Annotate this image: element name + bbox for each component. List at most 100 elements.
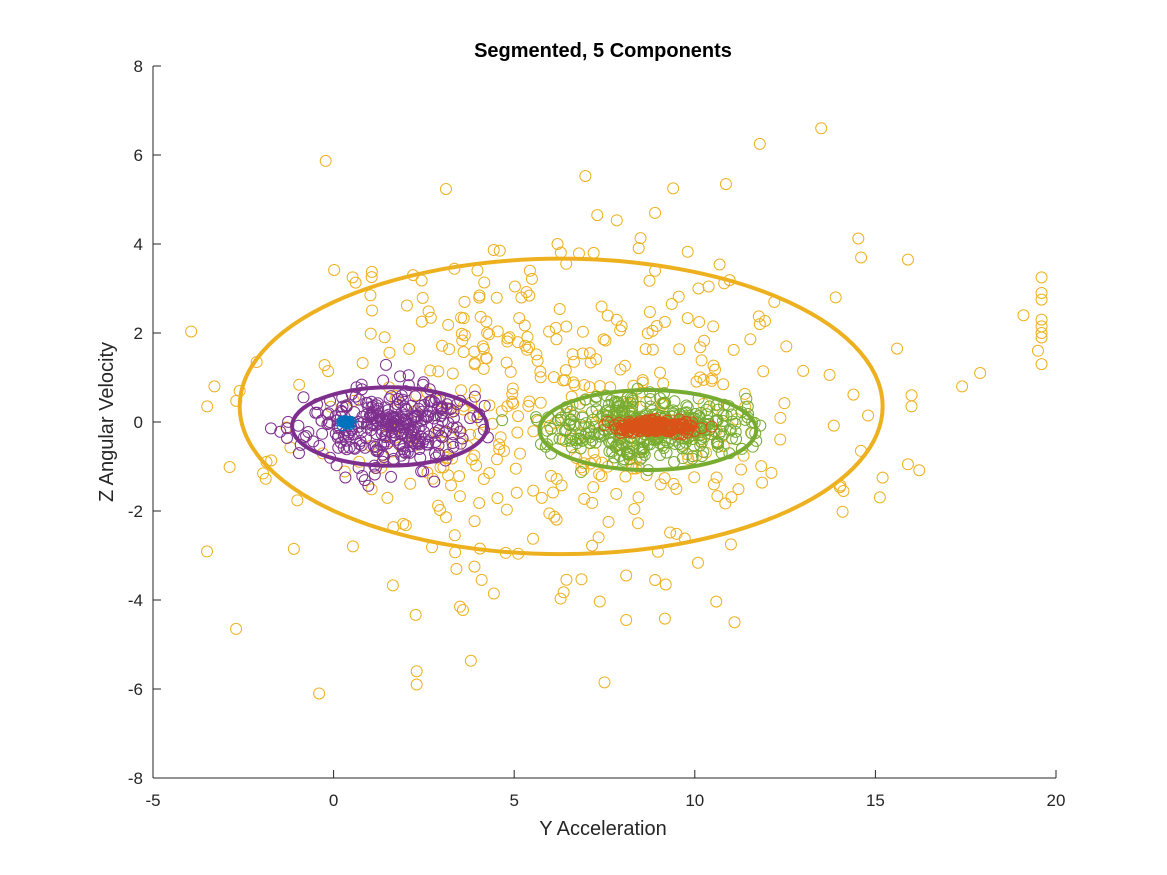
data-point xyxy=(595,300,608,313)
data-point xyxy=(823,368,836,381)
data-point xyxy=(514,447,527,460)
data-point xyxy=(608,451,621,464)
data-point xyxy=(365,401,378,414)
data-point xyxy=(634,232,647,245)
data-point xyxy=(529,411,542,424)
data-point xyxy=(439,511,452,524)
data-point xyxy=(611,396,624,409)
data-point xyxy=(752,310,765,323)
data-point xyxy=(362,479,375,492)
data-point xyxy=(527,484,540,497)
data-point xyxy=(695,354,708,367)
y-tick-label: -6 xyxy=(128,680,143,699)
data-point xyxy=(757,365,770,378)
data-point xyxy=(396,443,409,456)
data-point xyxy=(553,432,566,445)
data-point xyxy=(705,420,718,433)
data-point xyxy=(291,494,304,507)
data-point xyxy=(574,466,587,479)
data-point xyxy=(523,289,536,302)
data-point xyxy=(468,560,481,573)
data-point xyxy=(624,391,637,404)
data-point xyxy=(586,496,599,509)
data-point xyxy=(568,355,581,368)
data-point xyxy=(697,373,710,386)
data-point xyxy=(403,342,416,355)
data-point xyxy=(358,474,371,487)
data-point xyxy=(603,406,616,419)
data-point xyxy=(504,365,517,378)
data-point xyxy=(862,409,875,422)
x-tick-label: 15 xyxy=(866,791,885,810)
data-point xyxy=(636,386,649,399)
data-point xyxy=(576,411,589,424)
y-axis-title: Z Angular Velocity xyxy=(96,342,118,502)
data-point xyxy=(379,415,392,428)
data-point xyxy=(491,492,504,505)
data-point xyxy=(876,471,889,484)
ellipse-layer xyxy=(237,256,885,557)
data-point xyxy=(417,465,430,478)
data-point xyxy=(490,453,503,466)
data-point xyxy=(583,381,596,394)
data-point xyxy=(586,434,599,447)
data-point xyxy=(383,346,396,359)
data-point xyxy=(713,258,726,271)
data-point xyxy=(446,367,459,380)
data-point xyxy=(626,394,639,407)
data-point xyxy=(724,424,737,437)
data-point xyxy=(339,434,352,447)
data-point xyxy=(974,367,987,380)
data-point xyxy=(680,399,693,412)
data-point xyxy=(735,463,748,476)
data-point xyxy=(654,478,667,491)
data-point xyxy=(695,436,708,449)
data-point xyxy=(707,478,720,491)
data-point xyxy=(509,462,522,475)
data-point xyxy=(394,370,407,383)
data-point xyxy=(545,469,558,482)
data-point xyxy=(590,353,603,366)
data-point xyxy=(464,412,477,425)
data-point xyxy=(378,331,391,344)
data-point xyxy=(700,408,713,421)
data-point xyxy=(410,678,423,691)
data-point xyxy=(458,329,471,342)
data-point xyxy=(346,271,359,284)
data-point xyxy=(658,315,671,328)
data-point xyxy=(448,529,461,542)
data-point xyxy=(491,325,504,338)
data-point xyxy=(403,434,416,447)
data-point xyxy=(901,458,914,471)
data-point xyxy=(464,654,477,667)
data-point xyxy=(717,428,730,441)
data-point xyxy=(454,437,467,450)
data-point xyxy=(756,476,769,489)
data-point xyxy=(432,424,445,437)
chart-title: Segmented, 5 Components xyxy=(474,40,732,62)
data-point xyxy=(593,595,606,608)
data-point xyxy=(626,404,639,417)
data-point xyxy=(523,264,536,277)
data-point xyxy=(852,232,865,245)
data-point xyxy=(315,414,328,427)
data-point xyxy=(1035,286,1048,299)
data-point xyxy=(725,491,738,504)
data-point xyxy=(693,315,706,328)
data-point xyxy=(728,616,741,629)
data-point xyxy=(402,379,415,392)
data-point xyxy=(365,265,378,278)
data-point xyxy=(447,421,460,434)
data-point xyxy=(454,600,467,613)
data-point xyxy=(376,448,389,461)
data-point xyxy=(633,442,646,455)
data-point xyxy=(366,304,379,317)
data-point xyxy=(614,363,627,376)
data-point xyxy=(431,419,444,432)
data-point xyxy=(450,562,463,575)
data-point xyxy=(553,303,566,316)
data-point xyxy=(703,400,716,413)
data-point xyxy=(369,461,382,474)
data-point xyxy=(512,410,525,423)
data-point xyxy=(576,325,589,338)
